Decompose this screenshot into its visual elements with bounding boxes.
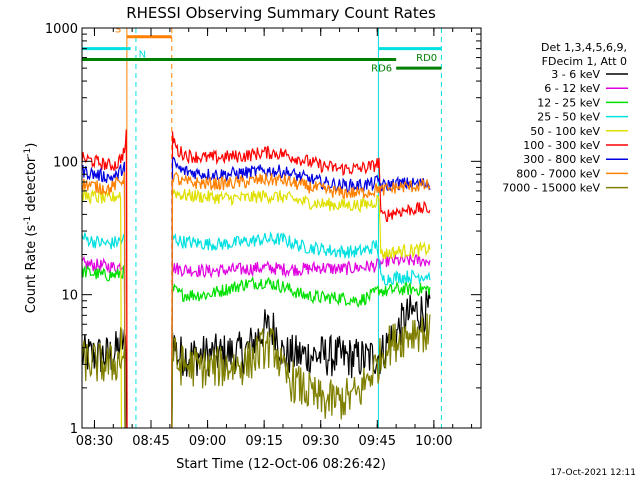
series-line-5 — [82, 129, 431, 428]
legend-entry-label: 25 - 50 keV — [537, 111, 600, 124]
x-tick-label: 09:30 — [302, 434, 339, 449]
series-line-6 — [82, 156, 431, 428]
legend-entry-label: 7000 - 15000 keV — [502, 182, 600, 195]
series-line-3 — [82, 230, 431, 428]
series-line-0 — [82, 290, 431, 428]
chart-title: RHESSI Observing Summary Count Rates — [126, 4, 436, 22]
y-axis-label: Count Rate (s-1 detector-1) — [23, 143, 39, 314]
legend-entry-label: 50 - 100 keV — [530, 125, 600, 138]
marker-label-3: RD0 — [416, 53, 437, 64]
y-tick-label: 10 — [61, 289, 78, 304]
x-tick-label: 09:15 — [245, 434, 282, 449]
series-line-2 — [82, 264, 431, 428]
x-tick-label: 08:30 — [76, 434, 113, 449]
legend-entry-label: 300 - 800 keV — [523, 153, 600, 166]
marker-label-2: RD6 — [371, 64, 392, 75]
x-tick-label: 09:45 — [359, 434, 396, 449]
y-tick-label: 1 — [70, 422, 78, 437]
x-tick-label: 09:00 — [189, 434, 226, 449]
timestamp: 17-Oct-2021 12:11 — [551, 468, 636, 478]
x-axis-label: Start Time (12-Oct-06 08:26:42) — [176, 457, 386, 472]
series-line-4 — [82, 187, 431, 428]
x-tick-label: 08:45 — [132, 434, 169, 449]
marker-label-1: N — [139, 50, 146, 61]
series-line-8 — [82, 313, 431, 428]
legend-entry-label: 12 - 25 keV — [537, 96, 600, 109]
legend-header: FDecim 1, Att 0 — [542, 55, 627, 68]
series-line-1 — [82, 253, 431, 428]
legend-entry-label: 100 - 300 keV — [523, 139, 600, 152]
legend-entry-label: 6 - 12 keV — [544, 82, 600, 95]
legend-entry-label: 800 - 7000 keV — [516, 167, 600, 180]
y-tick-label: 100 — [53, 155, 78, 170]
series-line-7 — [82, 171, 431, 428]
plot-frame — [81, 27, 482, 429]
x-tick-label: 10:00 — [415, 434, 452, 449]
marker-label-0: S — [115, 25, 121, 36]
y-tick-label: 1000 — [45, 22, 78, 37]
legend-entry-label: 3 - 6 keV — [551, 68, 600, 81]
legend-header: Det 1,3,4,5,6,9, — [541, 41, 627, 54]
